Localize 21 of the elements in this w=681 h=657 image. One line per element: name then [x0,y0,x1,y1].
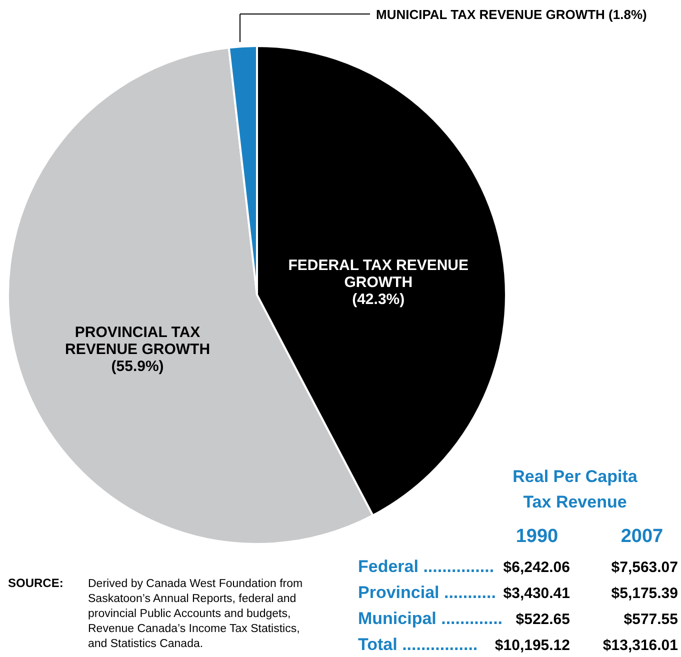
text: $7,563.07 [611,559,678,576]
data-label: (55.9%) [111,358,164,375]
text: $6,242.06 [503,559,570,576]
data-label: (42.3%) [352,291,405,308]
text: Municipal ............. [358,609,503,628]
text: 2007 [620,526,664,547]
text: $13,316.01 [602,637,678,654]
text: $577.55 [624,611,678,628]
slice-label: MUNICIPAL TAX REVENUE GROWTH (1.8%) [376,7,647,22]
text: $3,430.41 [503,585,570,602]
slice-label: PROVINCIAL TAX REVENUE GROWTH [65,324,210,358]
text: $5,175.39 [611,585,678,602]
text: SOURCE: Derived by Canada West Foundation from Saskatoon’s Annual Reports, federal and provincial Public Accounts and budgets, Revenue Canada’s Income Tax Statistics, and Statistics Canada. [8,576,303,650]
text: Provincial ........... [358,583,496,602]
slice-label: FEDERAL TAX REVENUE GROWTH [288,257,469,292]
text: 1990 [516,526,558,547]
text: $522.65 [516,611,570,628]
text: $10,195.12 [494,637,570,654]
text: Federal ............... [358,557,494,576]
text: Real Per Capita Tax Revenue [512,467,638,512]
text: Total ................ [358,635,478,654]
